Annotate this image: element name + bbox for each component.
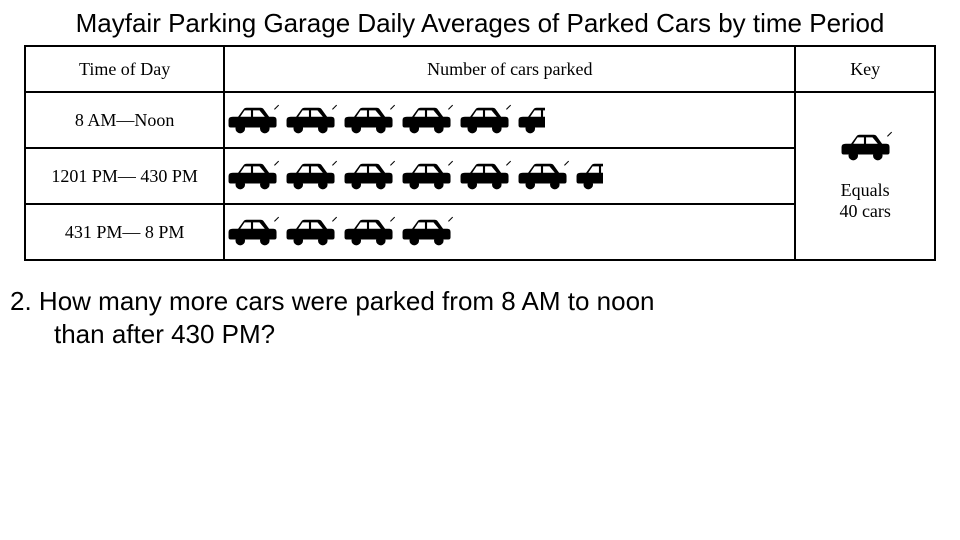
cars-cell-2 [224, 204, 795, 260]
page-title: Mayfair Parking Garage Daily Averages of… [0, 0, 960, 45]
key-cell: Equals 40 cars [795, 92, 935, 260]
question-number: 2. [10, 286, 32, 316]
header-key: Key [795, 46, 935, 92]
pictograph-table: Time of Day Number of cars parked Key 8 … [24, 45, 936, 261]
time-label-1: 1201 PM— 430 PM [25, 148, 224, 204]
question-text: 2. How many more cars were parked from 8… [0, 261, 960, 350]
time-label-2: 431 PM— 8 PM [25, 204, 224, 260]
key-label-line2: 40 cars [839, 201, 890, 222]
time-label-0: 8 AM—Noon [25, 92, 224, 148]
key-label: Equals 40 cars [839, 180, 890, 222]
header-row: Time of Day Number of cars parked Key [25, 46, 935, 92]
key-car-icon [838, 131, 892, 168]
table-row: 8 AM—Noon [25, 92, 935, 148]
header-cars: Number of cars parked [224, 46, 795, 92]
key-label-line1: Equals [839, 180, 890, 201]
question-line2: than after 430 PM? [10, 318, 950, 351]
question-line1: How many more cars were parked from 8 AM… [39, 286, 655, 316]
header-time: Time of Day [25, 46, 224, 92]
cars-cell-1 [224, 148, 795, 204]
cars-cell-0 [224, 92, 795, 148]
